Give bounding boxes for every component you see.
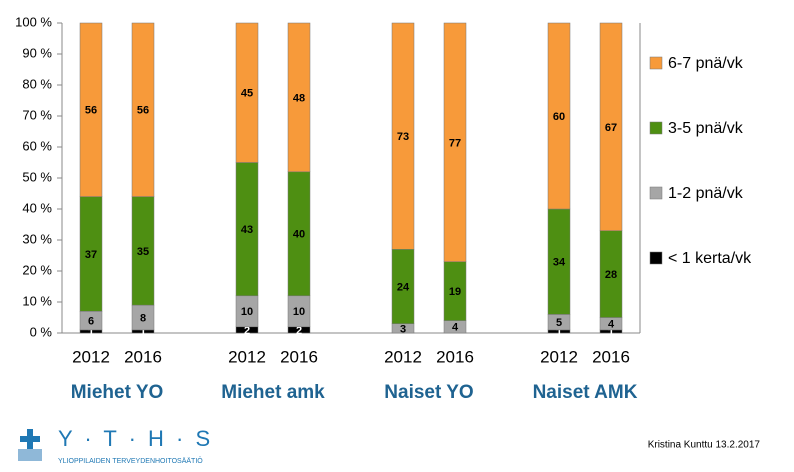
x-tick-label: 2012	[72, 347, 110, 366]
data-label: 8	[140, 312, 146, 324]
data-label: 28	[605, 269, 617, 281]
legend-label: 1-2 pnä/vk	[668, 185, 744, 202]
x-tick-label: 2012	[384, 347, 422, 366]
data-label: 4	[452, 322, 459, 334]
logo-text: Y · T · H · S	[58, 426, 213, 451]
x-tick-label: 2016	[124, 347, 162, 366]
data-label: 2	[244, 325, 250, 337]
data-label: 10	[241, 306, 253, 318]
bar-segment	[287, 22, 311, 173]
legend-label: < 1 kerta/vk	[668, 250, 752, 267]
group-label: Miehet amk	[221, 382, 325, 403]
bar-segment	[547, 22, 571, 210]
data-label: 19	[449, 286, 461, 298]
data-label: 56	[137, 105, 149, 117]
y-tick-label: 40 %	[22, 200, 52, 215]
group-label: Miehet YO	[71, 382, 164, 403]
legend-swatch	[649, 251, 663, 265]
y-tick-label: 50 %	[22, 169, 52, 184]
y-tick-label: 70 %	[22, 107, 52, 122]
bar-segment	[235, 22, 259, 163]
data-label: 4	[608, 319, 615, 331]
data-label: 24	[397, 281, 410, 293]
x-tick-label: 2012	[540, 347, 578, 366]
data-label: 45	[241, 88, 253, 100]
y-tick-label: 60 %	[22, 138, 52, 153]
logo-subtext: YLIOPPILAIDEN TERVEYDENHOITOSÄÄTIÖ	[58, 457, 203, 465]
legend-label: 3-5 pnä/vk	[668, 120, 744, 137]
data-label: 1	[88, 326, 94, 338]
data-label: 48	[293, 92, 305, 104]
bar-segment	[79, 22, 103, 197]
data-label: 34	[553, 257, 566, 269]
group-label: Naiset AMK	[533, 382, 638, 403]
y-tick-label: 0 %	[30, 324, 53, 339]
credit: Kristina Kunttu 13.2.2017	[648, 440, 761, 451]
x-tick-label: 2016	[436, 347, 474, 366]
data-label: 2	[296, 325, 302, 337]
bar-segment	[391, 22, 415, 250]
legend-swatch	[649, 121, 663, 135]
bar-segment	[131, 22, 155, 197]
data-label: 1	[608, 326, 614, 338]
data-label: 73	[397, 131, 409, 143]
data-label: 1	[556, 326, 562, 338]
data-label: 10	[293, 306, 305, 318]
data-label: 77	[449, 137, 461, 149]
logo	[18, 429, 42, 461]
data-label: 37	[85, 249, 97, 261]
data-label: 56	[85, 105, 97, 117]
data-label: 3	[400, 323, 406, 335]
data-label: 67	[605, 122, 617, 134]
logo-icon	[27, 429, 33, 449]
legend-swatch	[649, 186, 663, 200]
y-tick-label: 100 %	[15, 14, 52, 29]
logo-icon	[18, 449, 42, 461]
y-tick-label: 80 %	[22, 76, 52, 91]
y-tick-label: 20 %	[22, 262, 52, 277]
y-tick-label: 10 %	[22, 293, 52, 308]
group-label: Naiset YO	[384, 382, 473, 403]
data-label: 60	[553, 111, 565, 123]
data-label: 5	[556, 317, 562, 329]
data-label: 35	[137, 246, 149, 258]
y-tick-label: 90 %	[22, 45, 52, 60]
legend-label: 6-7 pnä/vk	[668, 55, 744, 72]
bar-segment	[443, 22, 467, 262]
x-tick-label: 2012	[228, 347, 266, 366]
x-tick-label: 2016	[280, 347, 318, 366]
data-label: 43	[241, 224, 253, 236]
data-label: 6	[88, 316, 94, 328]
data-label: 40	[293, 229, 305, 241]
data-label: 1	[140, 326, 146, 338]
y-tick-label: 30 %	[22, 231, 52, 246]
bar-segment	[599, 22, 623, 231]
x-tick-label: 2016	[592, 347, 630, 366]
legend-swatch	[649, 56, 663, 70]
